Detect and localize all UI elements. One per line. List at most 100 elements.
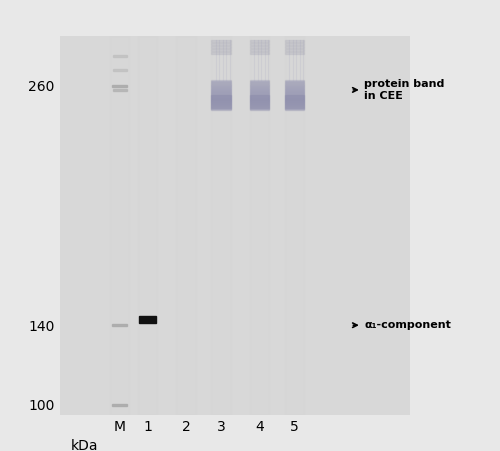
Bar	[250, 91, 269, 92]
Bar	[212, 50, 231, 51]
Bar	[139, 316, 156, 322]
Bar	[285, 86, 304, 87]
Bar	[250, 105, 269, 106]
Bar	[212, 52, 231, 54]
Bar	[212, 79, 231, 81]
Bar	[250, 79, 269, 81]
Bar	[250, 103, 269, 105]
Bar	[285, 97, 304, 98]
Bar	[212, 87, 231, 88]
Bar	[212, 89, 231, 91]
Bar	[285, 98, 304, 100]
Bar	[212, 83, 231, 84]
Bar	[212, 36, 231, 415]
Bar	[112, 55, 126, 57]
Bar	[212, 106, 231, 107]
Bar	[285, 52, 304, 54]
Bar	[112, 69, 126, 71]
Bar	[285, 105, 304, 106]
Bar	[112, 85, 128, 87]
Bar	[250, 84, 269, 86]
Bar	[250, 106, 269, 107]
Bar	[212, 87, 231, 89]
Bar	[285, 88, 304, 90]
Bar	[212, 97, 231, 99]
Bar	[250, 98, 269, 100]
Bar	[212, 83, 231, 85]
Bar	[250, 101, 269, 102]
Bar	[250, 36, 269, 415]
Bar	[285, 43, 304, 45]
Bar	[212, 106, 231, 108]
Bar	[212, 91, 231, 92]
Bar	[250, 93, 269, 95]
Bar	[212, 98, 231, 100]
Bar	[212, 93, 231, 95]
Bar	[212, 81, 231, 82]
Bar	[138, 36, 157, 415]
Bar	[176, 36, 196, 415]
Bar	[112, 404, 128, 406]
Bar	[212, 95, 231, 96]
Bar	[250, 88, 269, 90]
Bar	[285, 81, 304, 82]
Bar	[285, 79, 304, 81]
Bar	[250, 46, 269, 48]
Text: protein band
in CEE: protein band in CEE	[352, 79, 445, 101]
Bar	[285, 89, 304, 91]
Bar	[212, 97, 231, 98]
Bar	[112, 89, 126, 91]
Bar	[250, 107, 269, 109]
Bar	[285, 41, 304, 42]
Bar	[285, 101, 304, 103]
Bar	[212, 92, 231, 93]
Bar	[250, 101, 269, 103]
Bar	[285, 36, 304, 415]
Bar	[212, 46, 231, 48]
Bar	[250, 108, 269, 110]
Bar	[250, 43, 269, 45]
Bar	[212, 108, 231, 110]
Bar	[285, 82, 304, 83]
Bar	[285, 102, 304, 104]
Bar	[285, 100, 304, 101]
Bar	[212, 103, 231, 105]
Bar	[212, 100, 231, 101]
Bar	[212, 84, 231, 86]
Bar	[250, 50, 269, 51]
Bar	[285, 83, 304, 84]
Bar	[212, 101, 231, 102]
Bar	[285, 87, 304, 88]
Bar	[285, 46, 304, 48]
Bar	[212, 43, 231, 45]
Bar	[212, 41, 231, 42]
Bar	[285, 92, 304, 94]
Bar	[250, 100, 269, 101]
Bar	[212, 96, 231, 97]
Bar	[285, 107, 304, 109]
Bar	[250, 87, 269, 88]
Bar	[285, 106, 304, 108]
Bar	[250, 86, 269, 87]
Bar	[250, 96, 269, 97]
Bar	[285, 87, 304, 89]
Text: α₁-component: α₁-component	[352, 320, 452, 330]
Bar	[250, 95, 269, 96]
Bar	[212, 88, 231, 90]
Bar	[285, 106, 304, 107]
Bar	[212, 102, 231, 104]
Bar	[212, 86, 231, 87]
Bar	[212, 82, 231, 83]
Bar	[250, 52, 269, 54]
Bar	[250, 83, 269, 85]
Bar	[212, 107, 231, 109]
Bar	[250, 82, 269, 83]
Bar	[112, 324, 128, 327]
Bar	[250, 97, 269, 98]
Text: kDa: kDa	[71, 439, 98, 451]
Bar	[285, 96, 304, 97]
Bar	[285, 93, 304, 95]
Bar	[285, 83, 304, 85]
Bar	[110, 36, 129, 415]
Bar	[285, 91, 304, 92]
